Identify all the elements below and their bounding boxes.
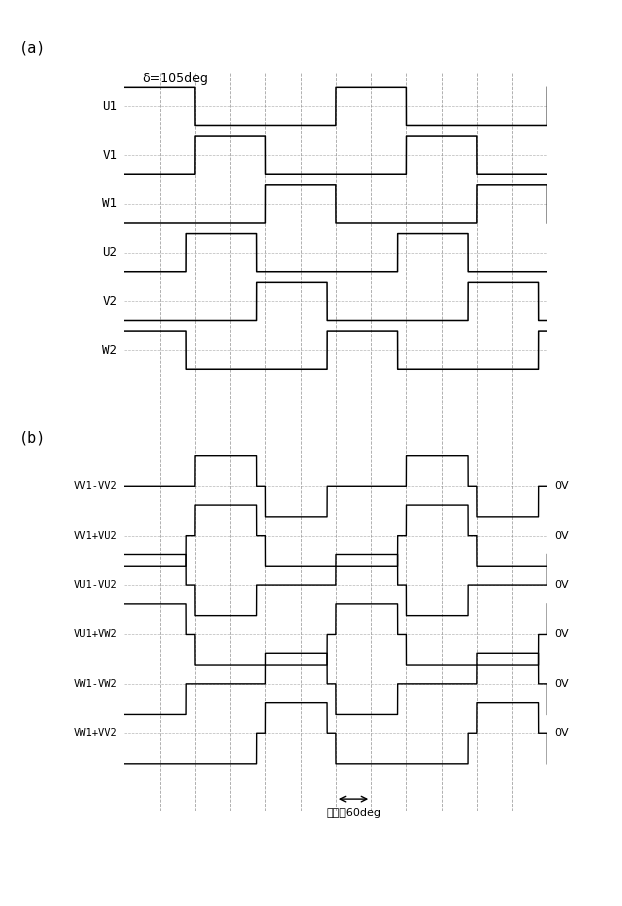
- Text: VV1-VV2: VV1-VV2: [73, 481, 118, 491]
- Text: 0V: 0V: [554, 630, 569, 640]
- Text: VW1+VV2: VW1+VV2: [73, 728, 118, 738]
- Text: 0V: 0V: [554, 679, 569, 689]
- Text: δ=105deg: δ=105deg: [142, 72, 208, 85]
- Text: (a): (a): [19, 41, 46, 56]
- Text: V2: V2: [103, 295, 118, 308]
- Text: 0V: 0V: [554, 481, 569, 491]
- Text: U2: U2: [103, 246, 118, 259]
- Text: VU1-VU2: VU1-VU2: [73, 580, 118, 590]
- Text: W2: W2: [103, 343, 118, 357]
- Text: 0V: 0V: [554, 728, 569, 738]
- Text: V1: V1: [103, 149, 118, 161]
- Text: 0V: 0V: [554, 531, 569, 541]
- Text: (b): (b): [19, 430, 46, 446]
- Text: 電気角60deg: 電気角60deg: [326, 807, 381, 817]
- Text: W1: W1: [103, 198, 118, 210]
- Text: U1: U1: [103, 100, 118, 113]
- Text: VU1+VW2: VU1+VW2: [73, 630, 118, 640]
- Text: VW1-VW2: VW1-VW2: [73, 679, 118, 689]
- Text: 0V: 0V: [554, 580, 569, 590]
- Text: VV1+VU2: VV1+VU2: [73, 531, 118, 541]
